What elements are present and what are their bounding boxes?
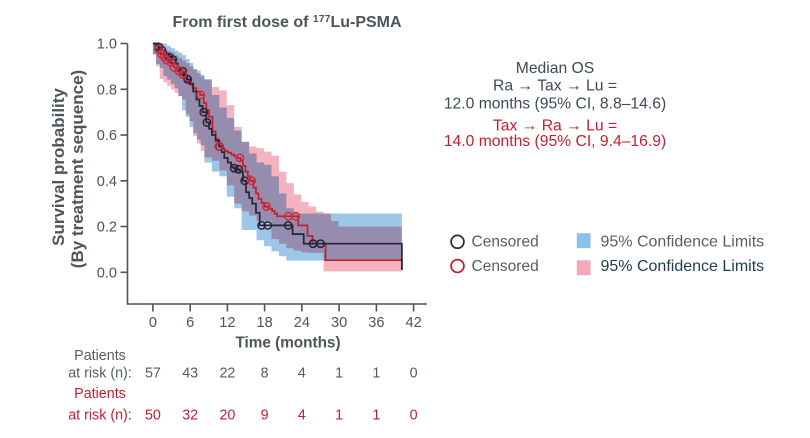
- svg-text:0: 0: [149, 315, 157, 331]
- svg-text:0.0: 0.0: [97, 265, 117, 281]
- svg-text:95% Confidence Limits: 95% Confidence Limits: [601, 233, 765, 250]
- svg-text:0.6: 0.6: [97, 128, 117, 144]
- svg-text:20: 20: [219, 408, 235, 424]
- svg-text:18: 18: [256, 315, 272, 331]
- svg-text:Censored: Censored: [472, 233, 539, 250]
- svg-text:4: 4: [298, 366, 306, 382]
- svg-text:14.0 months (95% CI, 9.4–16.9): 14.0 months (95% CI, 9.4–16.9): [444, 133, 666, 150]
- svg-text:6: 6: [186, 315, 194, 331]
- svg-text:at risk (n):: at risk (n):: [68, 408, 132, 424]
- svg-text:0.4: 0.4: [97, 174, 117, 190]
- svg-text:1: 1: [372, 366, 380, 382]
- svg-text:42: 42: [405, 315, 421, 331]
- svg-text:95% Confidence Limits: 95% Confidence Limits: [601, 258, 765, 275]
- svg-text:1: 1: [372, 408, 380, 424]
- svg-text:43: 43: [182, 366, 198, 382]
- svg-text:1.0: 1.0: [97, 37, 117, 53]
- svg-text:Patients: Patients: [74, 386, 126, 402]
- svg-text:8: 8: [261, 366, 269, 382]
- svg-text:Median OS: Median OS: [516, 60, 594, 77]
- svg-text:1: 1: [335, 408, 343, 424]
- svg-text:Patients: Patients: [74, 348, 126, 364]
- svg-text:50: 50: [145, 408, 161, 424]
- svg-text:9: 9: [261, 408, 269, 424]
- svg-text:0: 0: [410, 366, 418, 382]
- svg-text:32: 32: [182, 408, 198, 424]
- svg-text:36: 36: [368, 315, 384, 331]
- svg-text:22: 22: [219, 366, 235, 382]
- svg-text:57: 57: [145, 366, 161, 382]
- svg-text:Survival probability: Survival probability: [49, 88, 68, 246]
- svg-text:Time (months): Time (months): [235, 335, 340, 352]
- svg-text:30: 30: [331, 315, 347, 331]
- svg-text:Censored: Censored: [472, 258, 539, 275]
- svg-text:(By treatment sequence): (By treatment sequence): [68, 70, 87, 268]
- svg-text:at risk (n):: at risk (n):: [68, 366, 132, 382]
- svg-text:From first dose of 177Lu-PSMA: From first dose of 177Lu-PSMA: [172, 13, 402, 31]
- svg-text:0: 0: [410, 408, 418, 424]
- svg-text:0.2: 0.2: [97, 220, 117, 236]
- svg-text:1: 1: [335, 366, 343, 382]
- svg-text:4: 4: [298, 408, 306, 424]
- svg-text:24: 24: [294, 315, 310, 331]
- svg-text:Ra → Tax → Lu =: Ra → Tax → Lu =: [493, 78, 617, 95]
- svg-text:0.8: 0.8: [97, 82, 117, 98]
- svg-text:12.0 months (95% CI, 8.8–14.6): 12.0 months (95% CI, 8.8–14.6): [444, 96, 666, 113]
- svg-text:Tax → Ra → Lu =: Tax → Ra → Lu =: [493, 118, 617, 135]
- svg-text:12: 12: [219, 315, 235, 331]
